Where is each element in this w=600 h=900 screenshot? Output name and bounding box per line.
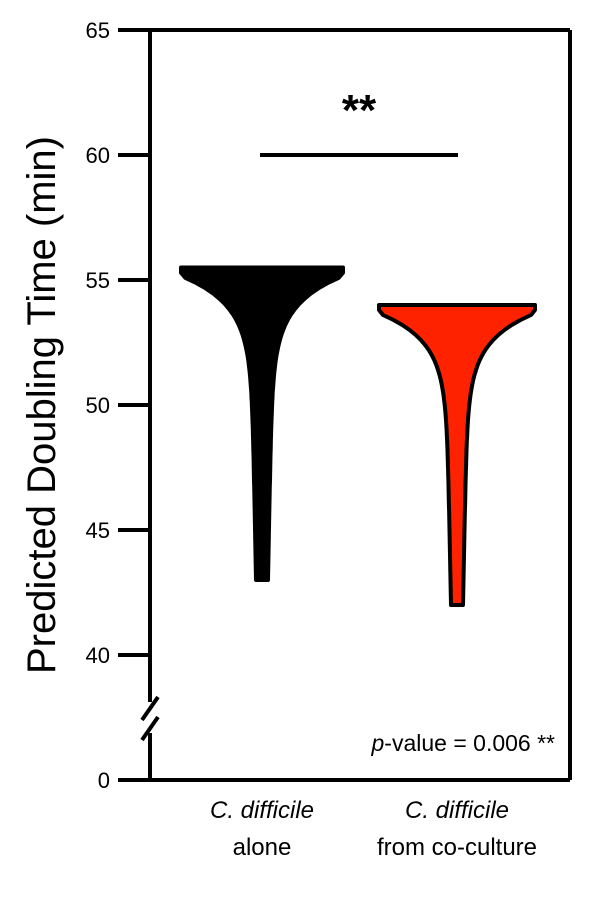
significance-stars: ** [342,86,377,135]
y-tick-label: 40 [86,643,110,668]
y-tick-label: 45 [86,518,110,543]
y-tick-label: 65 [86,18,110,43]
y-axis-label: Predicted Doubling Time (min) [20,136,64,674]
category-label-condition: from co-culture [377,834,537,861]
violins [179,265,537,607]
p-value-annotation: p-value = 0.006 ** [371,730,556,756]
category-label-species: C. difficile [210,797,314,824]
p-value-text: -value = 0.006 ** [384,730,555,756]
axis-break-mark-upper [140,695,160,722]
y-tick-label: 50 [86,393,110,418]
y-tick-label: 55 [86,268,110,293]
y-tick-label: 0 [98,768,110,793]
violin-1 [179,265,345,582]
axis-break-mark-lower [140,715,160,742]
violin-2 [377,303,537,607]
category-label-condition: alone [233,834,292,861]
category-label-species: C. difficile [405,797,509,824]
p-value-prefix: p [371,730,385,756]
x-axis-category-labels: C. difficile alone C. difficile from co-cul… [210,797,537,861]
y-axis-ticks: 65 60 55 50 45 40 0 [86,18,150,793]
y-tick-label: 60 [86,143,110,168]
